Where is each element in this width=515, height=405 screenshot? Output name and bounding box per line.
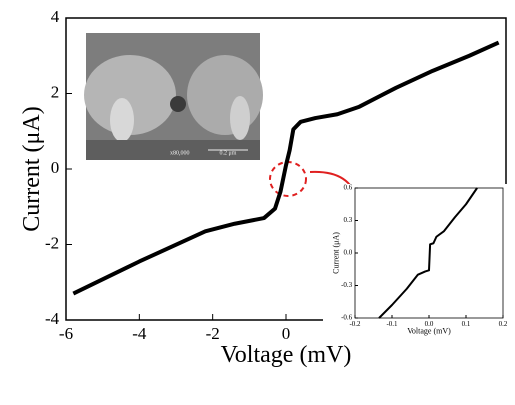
image-label: x80,000 <box>170 150 190 156</box>
x-tick-label: -6 <box>59 324 73 343</box>
y-tick-label: 2 <box>51 82 60 101</box>
sem-image <box>84 33 263 160</box>
data-line <box>378 187 478 319</box>
inset-background <box>323 184 511 344</box>
x-tick-label: -0.2 <box>349 320 361 328</box>
x-tick-label: -0.1 <box>386 320 398 328</box>
y-tick-label: -0.3 <box>341 281 353 289</box>
y-tick-label: -2 <box>45 233 59 252</box>
x-tick-label: -4 <box>132 324 147 343</box>
y-tick-label: -4 <box>45 309 60 328</box>
data-line <box>72 40 500 296</box>
x-tick-label: 0.1 <box>462 320 471 328</box>
y-tick-label: 0.0 <box>343 249 352 257</box>
y-tick-label: 0.3 <box>343 216 352 224</box>
y-tick-label: 0.6 <box>343 184 352 192</box>
y-tick-label: 4 <box>51 7 60 26</box>
x-axis-label: Voltage (mV) <box>407 327 451 336</box>
x-tick-label: -2 <box>206 324 220 343</box>
y-axis-label: Current (μA) <box>19 106 45 232</box>
x-tick-label: 0.2 <box>499 320 508 328</box>
y-tick-label: -0.6 <box>341 314 353 322</box>
x-tick-label: 0.0 <box>425 320 434 328</box>
highlight-circle <box>269 161 307 197</box>
y-tick-label: 0 <box>51 158 60 177</box>
x-axis-label: Voltage (mV) <box>221 342 352 368</box>
x-tick-label: 0 <box>282 324 291 343</box>
y-axis-label: Current (μA) <box>332 232 341 274</box>
image-label: 0.2 μm <box>220 150 237 156</box>
